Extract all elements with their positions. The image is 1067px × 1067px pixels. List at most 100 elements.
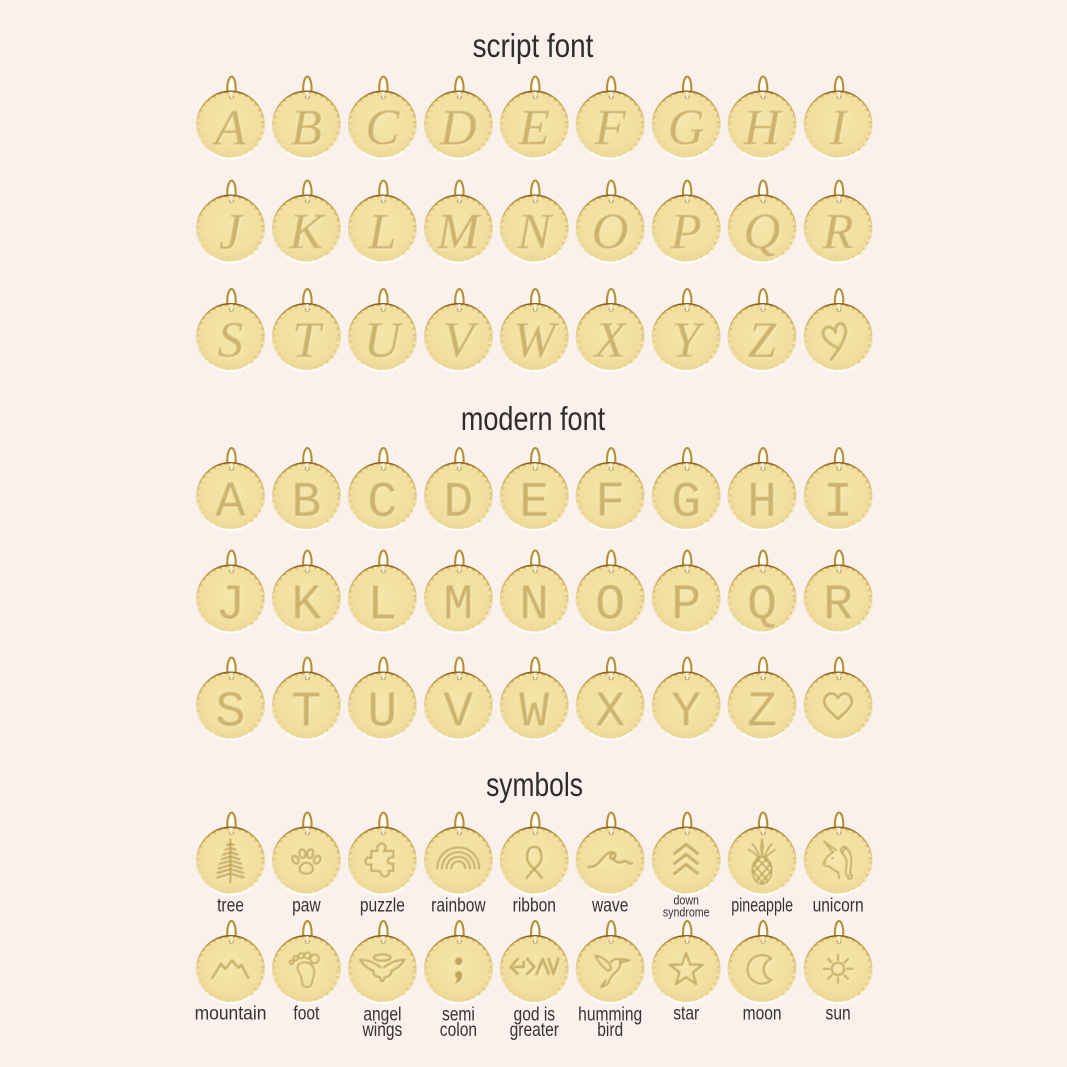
svg-text:N: N — [520, 579, 550, 636]
svg-text:P: P — [671, 206, 703, 262]
svg-text:O: O — [596, 579, 626, 636]
svg-text:B: B — [292, 102, 323, 158]
svg-text:X: X — [595, 685, 625, 742]
svg-text:pineapple: pineapple — [731, 895, 793, 916]
svg-text:E: E — [519, 102, 551, 158]
svg-text:V: V — [443, 685, 473, 742]
svg-text:R: R — [822, 205, 854, 261]
svg-text:R: R — [823, 578, 853, 635]
svg-text:S: S — [219, 314, 245, 370]
svg-text:C: C — [365, 101, 400, 157]
svg-text:Y: Y — [672, 313, 705, 369]
svg-text:U: U — [367, 685, 397, 742]
svg-text:E: E — [519, 475, 549, 532]
svg-text:O: O — [593, 206, 630, 262]
svg-text:H: H — [748, 476, 778, 533]
svg-text:Z: Z — [748, 686, 778, 743]
svg-text:Z: Z — [748, 313, 777, 369]
svg-text:foot: foot — [293, 1002, 319, 1024]
svg-text:R: R — [824, 579, 854, 636]
svg-text:wave: wave — [591, 894, 628, 916]
svg-text:V: V — [444, 314, 481, 370]
svg-text:Q: Q — [745, 206, 782, 262]
svg-text:L: L — [367, 205, 396, 261]
svg-text:star: star — [673, 1002, 699, 1024]
svg-text:F: F — [595, 475, 625, 532]
svg-text:modern font: modern font — [461, 402, 606, 438]
svg-text:L: L — [368, 206, 397, 262]
svg-text:U: U — [365, 314, 405, 370]
svg-text:W: W — [513, 313, 560, 369]
svg-text:Y: Y — [672, 686, 702, 743]
svg-text:D: D — [444, 476, 474, 533]
svg-text:O: O — [592, 205, 629, 261]
svg-text:semi: semi — [442, 1003, 475, 1025]
svg-text:rainbow: rainbow — [431, 894, 486, 916]
svg-text:moon: moon — [743, 1002, 782, 1024]
svg-text:L: L — [368, 579, 398, 636]
svg-text:T: T — [292, 313, 324, 369]
svg-text:M: M — [443, 578, 473, 635]
svg-text:T: T — [291, 685, 321, 742]
svg-text:Z: Z — [749, 314, 778, 370]
svg-text:J: J — [219, 205, 244, 261]
svg-text:O: O — [595, 578, 625, 635]
svg-text:Y: Y — [673, 314, 706, 370]
svg-text:F: F — [595, 102, 628, 158]
svg-text:J: J — [216, 579, 246, 636]
svg-text:humming: humming — [578, 1003, 642, 1025]
svg-text:M: M — [444, 579, 474, 636]
svg-text:unicorn: unicorn — [813, 894, 864, 916]
svg-text:R: R — [822, 206, 854, 262]
svg-text:M: M — [436, 205, 482, 261]
svg-text:C: C — [368, 476, 398, 533]
svg-text:G: G — [668, 101, 705, 157]
svg-text:K: K — [291, 578, 321, 635]
svg-text:X: X — [596, 686, 626, 743]
svg-text:N: N — [517, 206, 555, 262]
svg-text:V: V — [444, 686, 474, 743]
svg-text:W: W — [519, 685, 549, 742]
svg-text:X: X — [593, 313, 628, 369]
svg-text:B: B — [292, 476, 322, 533]
svg-text:V: V — [443, 313, 480, 369]
svg-text:symbols: symbols — [486, 767, 583, 803]
svg-text:Q: Q — [744, 205, 781, 261]
svg-text:G: G — [669, 102, 706, 158]
svg-text:U: U — [364, 313, 404, 369]
svg-text:T: T — [292, 686, 322, 743]
svg-text:mountain: mountain — [195, 1002, 267, 1024]
svg-text:I: I — [830, 102, 850, 158]
svg-text:H: H — [744, 102, 785, 158]
svg-text:S: S — [215, 685, 245, 742]
svg-text:W: W — [520, 686, 550, 743]
svg-text:A: A — [213, 102, 248, 158]
svg-text:S: S — [216, 686, 246, 743]
svg-text:U: U — [368, 686, 398, 743]
svg-text:Z: Z — [747, 685, 777, 742]
svg-text:K: K — [289, 206, 327, 262]
svg-text:P: P — [670, 205, 702, 261]
svg-text:I: I — [823, 475, 853, 532]
svg-text:J: J — [215, 578, 245, 635]
svg-text:sun: sun — [826, 1002, 851, 1024]
svg-text:G: G — [672, 476, 702, 533]
svg-text:I: I — [824, 476, 854, 533]
svg-text:H: H — [743, 101, 784, 157]
svg-text:T: T — [293, 314, 325, 370]
svg-text:A: A — [216, 476, 246, 533]
svg-text:A: A — [215, 475, 245, 532]
svg-text:syndrome: syndrome — [663, 904, 710, 919]
svg-text:Q: Q — [748, 579, 778, 636]
svg-text:I: I — [829, 101, 849, 157]
svg-text:C: C — [366, 102, 401, 158]
svg-text:F: F — [594, 101, 627, 157]
svg-text:K: K — [288, 205, 326, 261]
svg-text:wings: wings — [362, 1018, 403, 1040]
svg-text:G: G — [671, 475, 701, 532]
svg-text:B: B — [291, 475, 321, 532]
svg-text:K: K — [292, 579, 322, 636]
svg-text:M: M — [437, 206, 483, 262]
svg-text:J: J — [220, 206, 245, 262]
svg-text:N: N — [519, 578, 549, 635]
